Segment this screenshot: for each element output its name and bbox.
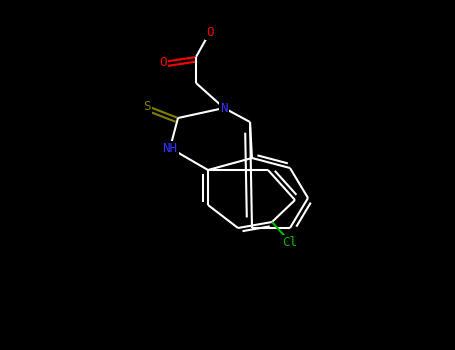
Text: O: O <box>159 56 167 69</box>
Text: NH: NH <box>162 141 177 154</box>
Text: S: S <box>143 99 151 112</box>
Text: Cl: Cl <box>283 236 298 248</box>
Text: N: N <box>220 102 228 114</box>
Text: O: O <box>206 26 214 38</box>
